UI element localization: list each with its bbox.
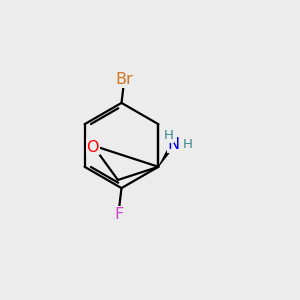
Text: H: H <box>164 130 173 142</box>
Text: Br: Br <box>116 73 133 88</box>
Text: O: O <box>87 140 99 154</box>
Polygon shape <box>158 142 176 167</box>
Text: F: F <box>114 206 123 221</box>
Text: H: H <box>183 138 193 151</box>
Text: N: N <box>168 137 180 152</box>
